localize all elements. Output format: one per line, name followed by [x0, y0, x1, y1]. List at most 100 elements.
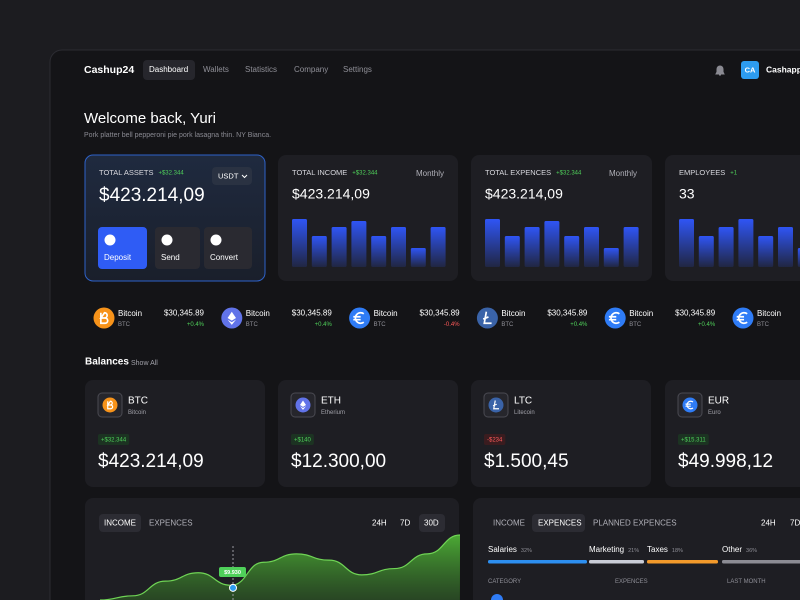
action-label: Deposit [104, 253, 132, 262]
ticker-change: +0.4% [187, 322, 205, 328]
ticker-change: +0.4% [570, 322, 588, 328]
eur-icon [604, 307, 626, 329]
expense-tab[interactable]: EXPENCES [538, 519, 582, 528]
tab-active [532, 514, 585, 532]
nav-active-pill [143, 60, 195, 80]
bar [410, 248, 426, 267]
icon-glyph [608, 311, 620, 325]
icon-glyph [736, 311, 748, 325]
chart-tab[interactable]: INCOME [104, 519, 136, 528]
avatar[interactable] [741, 61, 759, 79]
brand: Cashup24 [84, 64, 134, 76]
category-name: Other [722, 545, 742, 554]
card-value: 33 [679, 186, 695, 202]
change-pill [678, 434, 709, 445]
bar [371, 236, 387, 267]
action-icon [104, 234, 116, 246]
ticker-change: +0.4% [698, 322, 716, 328]
bar [564, 236, 580, 267]
expense-tab[interactable]: INCOME [493, 519, 525, 528]
nav-item[interactable]: Dashboard [149, 65, 188, 74]
row-icon [491, 594, 503, 600]
bar [584, 227, 599, 267]
balance-card [471, 380, 651, 487]
action-button[interactable] [204, 227, 252, 269]
range-tab[interactable]: 7D [790, 519, 800, 528]
ticker-symbol: BTC [246, 322, 259, 328]
bar [623, 227, 639, 267]
ticker-name: Bitcoin [246, 309, 270, 318]
balance-value: $423.214,09 [98, 451, 204, 472]
category-bar [722, 560, 800, 564]
range-active [419, 514, 445, 532]
card-period[interactable]: Monthly [416, 169, 444, 178]
chevron [241, 174, 248, 179]
action-button[interactable] [98, 227, 147, 269]
bar [504, 236, 520, 267]
ticker-price: $30,345.89 [292, 309, 333, 318]
balance-change: +$140 [294, 438, 312, 444]
avatar-initials: CA [745, 65, 756, 74]
ticker-price: $30,345.89 [420, 309, 461, 318]
action-button[interactable] [155, 227, 200, 269]
balance-symbol: BTC [128, 396, 148, 407]
card-period[interactable]: Monthly [609, 169, 637, 178]
bar [778, 227, 793, 267]
column-header: EXPENCES [615, 579, 648, 585]
change-pill [484, 434, 506, 445]
card-value: $423.214,09 [292, 186, 370, 202]
nav-item[interactable]: Statistics [245, 65, 277, 74]
bar [331, 227, 347, 267]
icon-glyph [227, 311, 236, 325]
balance-change: +$15.311 [681, 438, 706, 444]
chart-tab[interactable]: EXPENCES [149, 519, 193, 528]
ticker-symbol: BTC [374, 322, 387, 328]
card-change: +1 [730, 171, 738, 177]
eur-icon [732, 307, 754, 329]
balance-name: Etherium [321, 410, 345, 416]
ticker-symbol: BTC [629, 322, 642, 328]
action-label: Send [161, 253, 180, 262]
range-tab[interactable]: 7D [400, 519, 410, 528]
tooltip [219, 567, 246, 577]
bar [524, 227, 540, 267]
bar [292, 219, 307, 267]
icon-glyph [492, 400, 499, 410]
balance-value: $12.300,00 [291, 451, 386, 472]
nav-item[interactable]: Settings [343, 65, 372, 74]
ticker-name: Bitcoin [629, 309, 653, 318]
ticker-price: $30,345.89 [547, 309, 588, 318]
balance-card [278, 380, 458, 487]
expense-tab[interactable]: PLANNED EXPENCES [593, 519, 677, 528]
balance-symbol: EUR [708, 396, 729, 407]
ticker-price: $30,345.89 [675, 309, 716, 318]
user-name: Cashapp [766, 64, 800, 74]
bar [758, 236, 774, 267]
category-bar [647, 560, 718, 564]
card-change: +$32.344 [158, 171, 184, 177]
icon-glyph [300, 400, 306, 410]
balance-card [85, 380, 265, 487]
bar [485, 219, 500, 267]
range-tab[interactable]: 24H [372, 519, 387, 528]
icon-glyph [353, 311, 365, 325]
balance-value: $49.998,12 [678, 451, 773, 472]
welcome-title: Welcome back, Yuri [84, 110, 216, 127]
nav-item[interactable]: Wallets [203, 65, 229, 74]
ticker-name: Bitcoin [501, 309, 525, 318]
section-title: Balances [85, 357, 129, 368]
ticker-name: Bitcoin [757, 309, 781, 318]
hover-dot [229, 583, 237, 592]
icon-glyph [685, 400, 694, 410]
range-tab[interactable]: 24H [761, 519, 776, 528]
show-all-link[interactable]: Show All [131, 360, 158, 367]
nav-item[interactable]: Company [294, 65, 328, 74]
currency-select[interactable] [212, 167, 252, 185]
bar [679, 219, 694, 267]
area-line [99, 534, 461, 600]
ticker-symbol: BTC [118, 322, 131, 328]
ticker-symbol: BTC [501, 322, 514, 328]
bar [603, 248, 619, 267]
range-tab[interactable]: 30D [424, 519, 439, 528]
bell-icon[interactable] [715, 65, 725, 76]
